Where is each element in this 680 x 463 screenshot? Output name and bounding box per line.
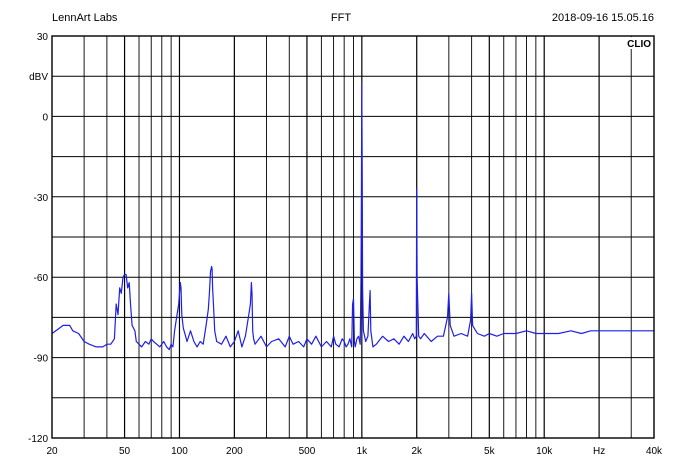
grid-lines xyxy=(52,35,654,439)
y-axis-ticks: 30 dBV 0 -30 -60 -90 -120 xyxy=(28,32,48,445)
x-tick-label: 200 xyxy=(226,446,243,457)
y-tick-label: -90 xyxy=(34,354,49,365)
y-tick-label: dBV xyxy=(29,72,48,83)
y-tick-label: 0 xyxy=(42,112,48,123)
x-tick-label: 1k xyxy=(357,446,369,457)
clio-label-box xyxy=(620,37,653,49)
x-tick-label: 40k xyxy=(646,446,663,457)
x-tick-label: Hz xyxy=(593,446,605,457)
x-tick-label: 2k xyxy=(411,446,423,457)
x-tick-label: 5k xyxy=(484,446,496,457)
chart-title: FFT xyxy=(331,12,351,24)
x-axis-ticks: 20 50 100 200 500 1k 2k 5k 10k Hz 40k xyxy=(46,446,663,457)
x-tick-label: 20 xyxy=(46,446,58,457)
x-tick-label: 50 xyxy=(119,446,131,457)
header-right-timestamp: 2018-09-16 15.05.16 xyxy=(552,12,654,24)
y-tick-label: -30 xyxy=(34,193,49,204)
x-tick-label: 10k xyxy=(536,446,553,457)
y-tick-label: 30 xyxy=(37,32,49,43)
header-left: LennArt Labs xyxy=(52,12,118,24)
x-tick-label: 100 xyxy=(171,446,188,457)
series-group xyxy=(51,83,654,351)
plot-frame xyxy=(51,35,655,439)
y-tick-label: -60 xyxy=(34,273,49,284)
y-tick-label: -120 xyxy=(28,434,48,445)
clio-brand-label: CLIO xyxy=(627,39,651,50)
x-tick-label: 500 xyxy=(299,446,316,457)
series-line xyxy=(51,83,654,351)
